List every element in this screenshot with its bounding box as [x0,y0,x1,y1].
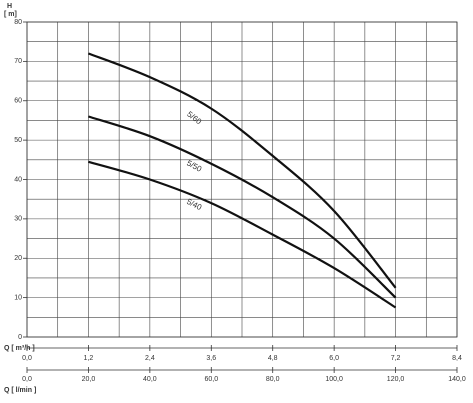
x2-tick-label: 20,0 [82,376,96,383]
y-unit: [ m] [4,11,17,18]
y-tick-label: 40 [14,176,22,183]
curve [88,52,397,289]
x2-tick-label: 100,0 [325,376,343,383]
y-tick-label: 60 [14,98,22,105]
x-tick-label: 6,0 [329,355,339,362]
x-tick-label: 1,2 [84,355,94,362]
x2-tick-label: 120,0 [387,376,405,383]
curve [88,160,397,309]
x-tick-label: 2,4 [145,355,155,362]
x-tick-label: 3,6 [206,355,216,362]
x-tick-label: 0,0 [22,355,32,362]
y-tick-label: 10 [14,294,22,301]
x2-tick-label: 80,0 [266,376,280,383]
y-label: H [7,3,12,10]
x2-tick-label: 0,0 [22,376,32,383]
y-tick-label: 0 [18,334,22,341]
curve-label: 5/60 [185,110,203,127]
y-tick-label: 70 [14,58,22,65]
y-tick-label: 20 [14,255,22,262]
y-tick-label: 80 [14,19,22,26]
x2-tick-label: 60,0 [204,376,218,383]
x2-label: Q [ l/min ] [4,387,36,394]
curve [88,115,397,299]
plot-frame [26,21,458,338]
x-tick-label: 7,2 [391,355,401,362]
x-label: Q [ m³/h ] [4,345,35,352]
y-tick-label: 50 [14,137,22,144]
curve-label: 5/50 [185,158,203,174]
x-tick-label: 4,8 [268,355,278,362]
x2-tick-label: 40,0 [143,376,157,383]
x2-tick-label: 140,0 [448,376,466,383]
x-tick-label: 8,4 [452,355,462,362]
y-tick-label: 30 [14,216,22,223]
